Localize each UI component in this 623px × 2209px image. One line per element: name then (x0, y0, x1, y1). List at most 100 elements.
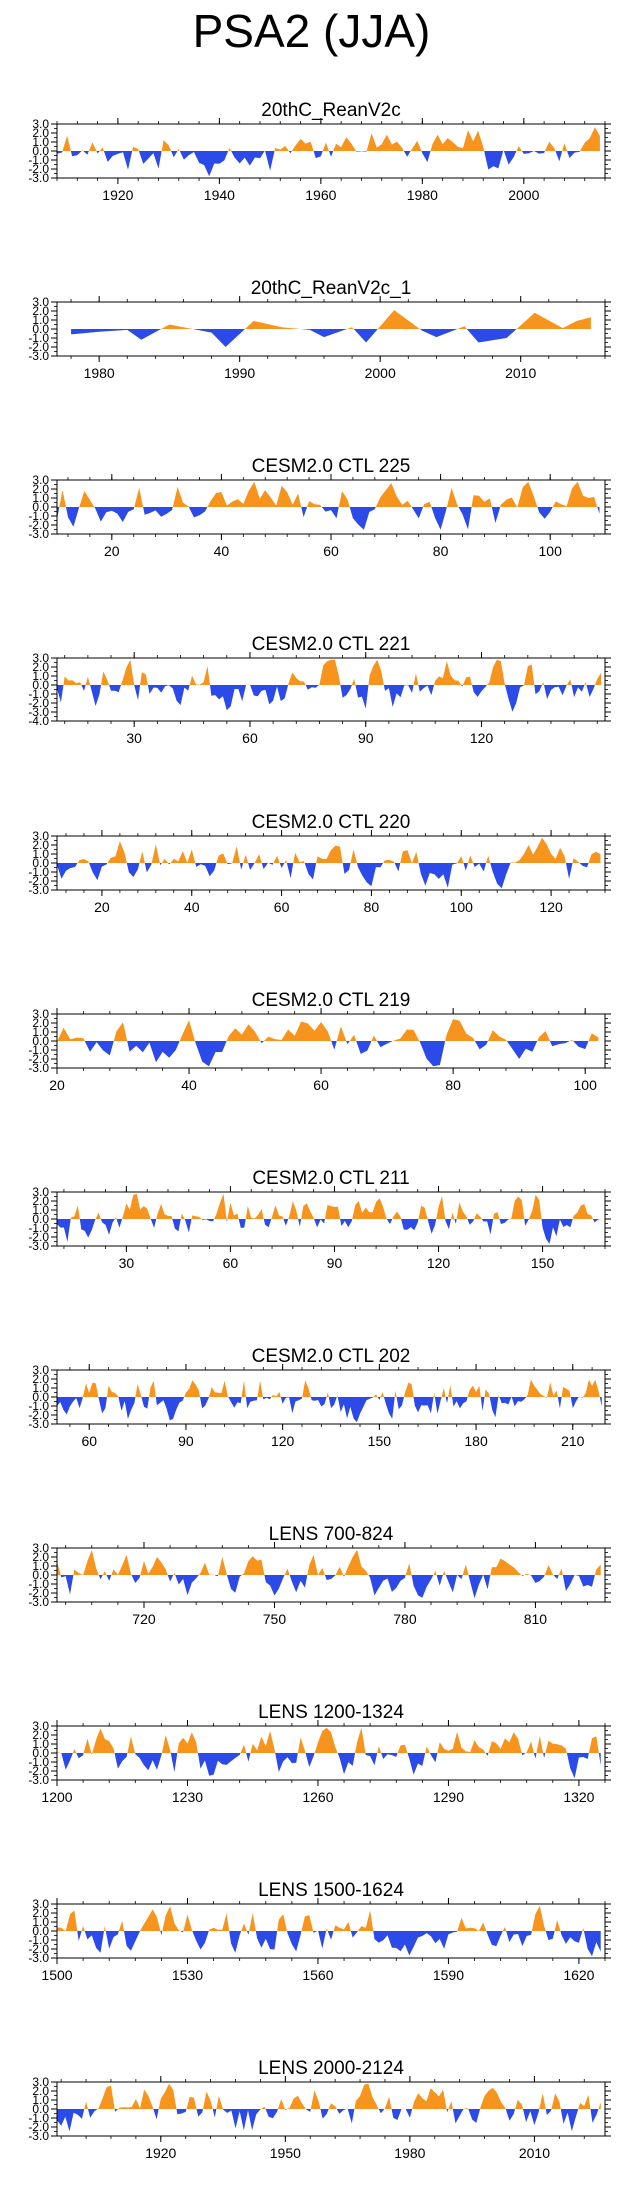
y-tick-label: -2.0 (28, 518, 49, 532)
panel-title: LENS 1500-1624 (258, 1880, 404, 1901)
y-tick-label: -3.0 (28, 527, 49, 541)
panel-title: LENS 2000-2124 (258, 2058, 404, 2079)
x-tick-label: 120 (271, 1433, 295, 1449)
panel-12: LENS 2000-2124 3.02.01.00.0-1.0-2.0-3.0 19… (28, 2058, 611, 2161)
x-tick-label: 60 (242, 730, 258, 746)
panel-7: CESM2.0 CTL 211 3.02.01.00.0-1.0-2.0-3.0 3… (28, 1168, 611, 1271)
panel-title: 20thC_ReanV2c (261, 100, 400, 121)
y-tick-label: 0.0 (32, 1746, 49, 1760)
y-tick-label: -1.0 (28, 865, 49, 879)
x-tick-label: 60 (313, 1077, 329, 1093)
y-tick-label: -1.0 (28, 1577, 49, 1591)
negative-area (57, 1219, 602, 1244)
y-tick-label: 2.0 (32, 482, 49, 496)
x-tick-label: 1590 (433, 1967, 464, 1983)
y-tick-label: 1.0 (32, 135, 49, 149)
x-tick-label: 60 (323, 543, 339, 559)
y-tick-label: 3.0 (32, 1007, 49, 1021)
x-tick-label: 120 (427, 1255, 451, 1271)
y-tick-label: -3.0 (28, 1061, 49, 1075)
y-tick-label: 0.0 (32, 322, 49, 336)
y-tick-label: -1.0 (28, 1399, 49, 1413)
y-tick-label: 2.0 (32, 2084, 49, 2098)
panel-11: LENS 1500-1624 3.02.01.00.0-1.0-2.0-3.0 15… (28, 1880, 611, 1983)
x-tick-label: 720 (132, 1611, 156, 1627)
y-tick-label: 3.0 (32, 1541, 49, 1555)
y-tick-label: 3.0 (32, 1897, 49, 1911)
y-tick-label: 3.0 (32, 117, 49, 131)
panel-4: CESM2.0 CTL 221 3.02.01.00.0-1.0-2.0-3.0-… (28, 634, 611, 746)
negative-area (57, 1575, 601, 1599)
y-tick-label: 3.0 (32, 473, 49, 487)
y-tick-label: 1.0 (32, 669, 49, 683)
x-tick-label: 1620 (563, 1967, 594, 1983)
panel-title: CESM2.0 CTL 220 (252, 812, 411, 833)
y-tick-label: 0.0 (32, 1034, 49, 1048)
x-tick-label: 1290 (433, 1789, 464, 1805)
y-tick-label: -3.0 (28, 1595, 49, 1609)
panel-5: CESM2.0 CTL 220 3.02.01.00.0-1.0-2.0-3.0 2… (28, 812, 611, 915)
y-tick-label: -1.0 (28, 1933, 49, 1947)
panel-6: CESM2.0 CTL 219 3.02.01.00.0-1.0-2.0-3.02… (28, 990, 611, 1093)
y-tick-label: 0.0 (32, 500, 49, 514)
panel-title: 20thC_ReanV2c_1 (251, 278, 412, 299)
y-tick-label: -2.0 (28, 340, 49, 354)
y-tick-label: -3.0 (28, 1951, 49, 1965)
positive-area (57, 1727, 601, 1753)
y-tick-label: 0.0 (32, 678, 49, 692)
x-tick-label: 150 (531, 1255, 555, 1271)
y-tick-label: 0.0 (32, 2102, 49, 2116)
x-tick-label: 750 (263, 1611, 287, 1627)
y-tick-label: 0.0 (32, 856, 49, 870)
y-tick-label: -1.0 (28, 687, 49, 701)
y-tick-label: 1.0 (32, 847, 49, 861)
y-tick-label: -1.0 (28, 1221, 49, 1235)
y-tick-label: 1.0 (32, 313, 49, 327)
y-tick-label: -2.0 (28, 874, 49, 888)
y-tick-label: -3.0 (28, 349, 49, 363)
x-tick-label: 180 (464, 1433, 488, 1449)
panel-2: 20thC_ReanV2c_1 3.02.01.00.0-1.0-2.0-3.0 1… (28, 278, 611, 381)
panel-3: CESM2.0 CTL 225 3.02.01.00.0-1.0-2.0-3.0 2… (28, 456, 611, 559)
y-tick-label: 0.0 (32, 1390, 49, 1404)
negative-area (57, 1931, 601, 1957)
x-tick-label: 1230 (172, 1789, 203, 1805)
x-tick-label: 90 (358, 730, 374, 746)
x-tick-label: 60 (274, 899, 290, 915)
x-tick-label: 20 (49, 1077, 65, 1093)
y-tick-label: -1.0 (28, 331, 49, 345)
y-tick-label: 0.0 (32, 1924, 49, 1938)
positive-area (57, 1019, 599, 1041)
x-tick-label: 30 (126, 730, 142, 746)
y-tick-label: -1.0 (28, 509, 49, 523)
y-tick-label: 2.0 (32, 1550, 49, 1564)
x-tick-label: 1960 (305, 187, 336, 203)
x-tick-label: 150 (368, 1433, 392, 1449)
x-tick-label: 40 (214, 543, 230, 559)
y-tick-label: 1.0 (32, 491, 49, 505)
x-tick-label: 1920 (145, 2145, 176, 2161)
panel-10: LENS 1200-1324 3.02.01.00.0-1.0-2.0-3.0 12… (28, 1702, 611, 1805)
panel-title: LENS 1200-1324 (258, 1702, 404, 1723)
x-tick-label: 1980 (394, 2145, 425, 2161)
y-tick-label: 1.0 (32, 1203, 49, 1217)
x-tick-label: 2000 (365, 365, 396, 381)
x-tick-label: 1500 (41, 1967, 72, 1983)
y-tick-label: -3.0 (28, 1773, 49, 1787)
x-tick-label: 210 (561, 1433, 585, 1449)
x-tick-label: 80 (433, 543, 449, 559)
positive-area (57, 1549, 601, 1575)
x-tick-label: 100 (574, 1077, 598, 1093)
y-tick-label: 0.0 (32, 1212, 49, 1226)
y-tick-label: -2.0 (28, 1942, 49, 1956)
x-tick-label: 40 (184, 899, 200, 915)
x-tick-label: 1560 (302, 1967, 333, 1983)
x-tick-label: 80 (445, 1077, 461, 1093)
y-tick-label: -2.0 (28, 1764, 49, 1778)
x-tick-label: 1200 (41, 1789, 72, 1805)
y-tick-label: -2.0 (28, 696, 49, 710)
panel-title: CESM2.0 CTL 219 (252, 990, 411, 1011)
y-tick-label: 3.0 (32, 651, 49, 665)
positive-area (57, 659, 602, 685)
x-tick-label: 20 (94, 899, 110, 915)
